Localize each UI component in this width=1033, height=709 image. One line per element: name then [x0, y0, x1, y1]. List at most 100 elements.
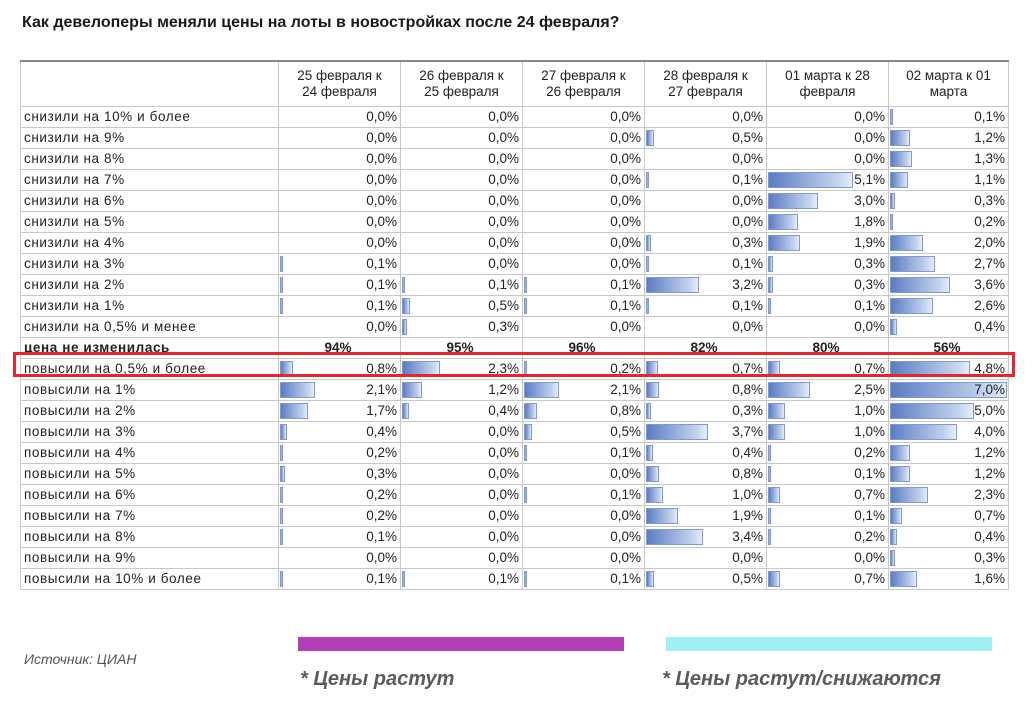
value-cell: 0,0% — [400, 442, 523, 464]
value-cell: 4,8% — [888, 358, 1009, 380]
legend-bar-prices-mixed — [666, 637, 992, 651]
value-text: 2,3% — [488, 361, 519, 376]
value-text: 0,2% — [854, 445, 885, 460]
value-cell: 0,5% — [644, 127, 767, 149]
value-cell: 0,0% — [400, 169, 523, 191]
row-label: снизили на 8% — [20, 148, 279, 170]
data-bar — [280, 256, 283, 272]
value-cell: 0,1% — [522, 568, 645, 590]
value-text: 0,1% — [610, 571, 641, 586]
table-row: снизили на 3% 0,1% 0,0% 0,0% 0,1% 0,3% 2,7% — [20, 253, 1009, 275]
value-text: 0,4% — [732, 445, 763, 460]
value-text: 0,0% — [610, 529, 641, 544]
value-cell: 0,0% — [278, 316, 401, 338]
data-bar — [524, 403, 538, 419]
data-bar — [280, 382, 316, 398]
value-text: 0,3% — [974, 550, 1005, 565]
value-cell: 0,0% — [278, 190, 401, 212]
row-label: снизили на 6% — [20, 190, 279, 212]
value-cell: 0,1% — [278, 295, 401, 317]
value-cell: 1,2% — [888, 442, 1009, 464]
data-bar — [890, 361, 971, 377]
data-bar — [280, 403, 309, 419]
value-cell: 2,1% — [522, 379, 645, 401]
value-cell: 0,0% — [644, 148, 767, 170]
value-cell: 1,7% — [278, 400, 401, 422]
row-label: повысили на 0,5% и более — [20, 358, 279, 380]
value-cell: 0,0% — [644, 316, 767, 338]
value-cell: 0,2% — [766, 526, 889, 548]
value-cell: 0,2% — [278, 484, 401, 506]
data-bar — [890, 319, 897, 335]
value-text: 0,0% — [488, 529, 519, 544]
value-cell: 2,3% — [400, 358, 523, 380]
value-text: 0,1% — [610, 445, 641, 460]
value-text: 0,0% — [610, 256, 641, 271]
table-row: снизили на 4% 0,0% 0,0% 0,0% 0,3% 1,9% 2,0% — [20, 232, 1009, 254]
table-corner-cell — [20, 60, 279, 107]
table-header-row: 25 февраля к 24 февраля 26 февраля к 25 фев… — [20, 60, 1009, 107]
value-text: 0,1% — [366, 298, 397, 313]
data-bar — [768, 256, 773, 272]
value-cell: 0,5% — [400, 295, 523, 317]
column-header-3: 27 февраля к 26 февраля — [522, 60, 645, 107]
data-bar — [280, 298, 283, 314]
data-bar — [646, 529, 703, 545]
value-text: 1,0% — [854, 403, 885, 418]
value-cell: 0,0% — [400, 211, 523, 233]
table-row: повысили на 6% 0,2% 0,0% 0,1% 1,0% 0,7% 2,3% — [20, 484, 1009, 506]
unchanged-price-row: цена не изменилась 94% 95% 96% 82% 80% 56% — [20, 337, 1009, 359]
value-cell: 0,4% — [400, 400, 523, 422]
value-cell: 1,0% — [644, 484, 767, 506]
row-label: повысили на 9% — [20, 547, 279, 569]
value-text: 2,1% — [610, 382, 641, 397]
value-text: 0,0% — [366, 193, 397, 208]
value-text: 0,0% — [366, 172, 397, 187]
value-text: 0,0% — [854, 151, 885, 166]
value-cell: 1,0% — [766, 400, 889, 422]
value-text: 0,2% — [854, 529, 885, 544]
value-cell: 0,0% — [400, 253, 523, 275]
data-bar — [524, 424, 533, 440]
data-bar — [646, 571, 655, 587]
column-header-line: февраля — [799, 84, 856, 99]
value-text: 5,1% — [854, 172, 885, 187]
column-header-1: 25 февраля к 24 февраля — [278, 60, 401, 107]
data-bar — [524, 382, 560, 398]
value-text: 0,0% — [366, 151, 397, 166]
value-cell: 0,7% — [888, 505, 1009, 527]
row-label: повысили на 5% — [20, 463, 279, 485]
value-text: 0,1% — [854, 466, 885, 481]
data-bar — [646, 172, 649, 188]
value-cell: 0,2% — [888, 211, 1009, 233]
table-row: снизили на 5% 0,0% 0,0% 0,0% 0,0% 1,8% 0,2% — [20, 211, 1009, 233]
value-text: 1,8% — [854, 214, 885, 229]
row-label: повысили на 3% — [20, 421, 279, 443]
value-cell: 1,1% — [888, 169, 1009, 191]
value-cell: 0,1% — [644, 169, 767, 191]
data-bar — [646, 424, 708, 440]
data-bar — [646, 277, 700, 293]
row-label: повысили на 10% и более — [20, 568, 279, 590]
value-cell: 0,0% — [522, 253, 645, 275]
value-text: 0,5% — [610, 424, 641, 439]
value-text: 0,0% — [366, 130, 397, 145]
column-header-line: 27 февраля — [668, 84, 743, 99]
column-header-line: 24 февраля — [302, 84, 377, 99]
value-cell: 0,4% — [644, 442, 767, 464]
data-bar — [646, 403, 651, 419]
value-cell: 0,0% — [400, 232, 523, 254]
value-text: 0,0% — [610, 130, 641, 145]
value-text: 0,0% — [854, 319, 885, 334]
data-bar — [646, 235, 651, 251]
row-label: снизили на 4% — [20, 232, 279, 254]
value-cell: 3,0% — [766, 190, 889, 212]
value-cell: 2,6% — [888, 295, 1009, 317]
value-cell: 0,0% — [400, 505, 523, 527]
value-cell: 0,0% — [278, 169, 401, 191]
data-bar — [280, 571, 283, 587]
value-cell: 0,0% — [522, 316, 645, 338]
data-bar — [646, 382, 660, 398]
data-bar — [768, 277, 773, 293]
price-change-table: 25 февраля к 24 февраля 26 февраля к 25 фев… — [20, 60, 1009, 590]
